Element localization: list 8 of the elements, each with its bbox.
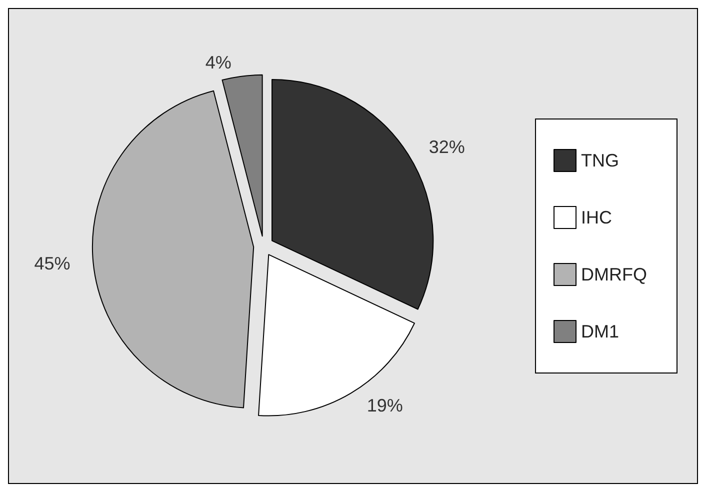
- data-label: 19%: [366, 395, 403, 416]
- data-label: 32%: [428, 136, 465, 157]
- legend-label: DMRFQ: [581, 264, 648, 284]
- legend-label: DM1: [581, 322, 620, 342]
- legend-label: TNG: [581, 150, 620, 170]
- legend-label: IHC: [581, 208, 612, 228]
- data-label: 4%: [205, 52, 232, 72]
- data-label: 45%: [34, 253, 70, 274]
